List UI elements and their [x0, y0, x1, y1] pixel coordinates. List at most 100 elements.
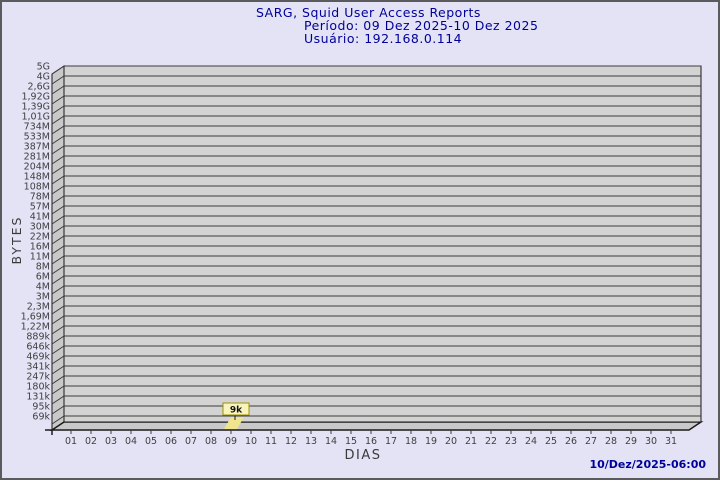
y-axis-tick-label: 1,92G	[21, 92, 50, 103]
data-bar	[224, 417, 244, 429]
x-axis-tick-label: 29	[625, 436, 637, 447]
y-axis-tick-label: 3M	[36, 292, 50, 303]
y-axis-tick-label: 5G	[37, 62, 50, 73]
y-tick-mark	[51, 235, 65, 245]
report-title: SARG, Squid User Access Reports	[256, 5, 481, 20]
plot-area	[63, 65, 702, 423]
y-tick-mark	[51, 415, 65, 425]
x-axis-tick-label: 15	[345, 436, 357, 447]
x-axis-tick-label: 18	[405, 436, 417, 447]
y-tick-mark	[51, 265, 65, 275]
x-axis-tick-label: 30	[645, 436, 657, 447]
y-axis-tick-label: 16M	[30, 242, 50, 253]
y-axis-tick-label: 22M	[30, 232, 50, 243]
y-axis-tick-label: 204M	[24, 162, 50, 173]
y-tick-mark	[51, 225, 65, 235]
y-tick-mark	[51, 105, 65, 115]
y-tick-mark	[51, 255, 65, 265]
x-axis-tick-label: 13	[305, 436, 317, 447]
y-tick-mark	[51, 365, 65, 375]
y-axis-title: BYTES	[9, 215, 24, 265]
x-axis-tick-label: 25	[545, 436, 557, 447]
y-axis-tick-label: 4G	[37, 72, 50, 83]
x-axis-tick-label: 22	[485, 436, 497, 447]
y-tick-mark	[51, 405, 65, 415]
y-tick-mark	[51, 245, 65, 255]
y-tick-mark	[51, 355, 65, 365]
report-user: Usuário: 192.168.0.114	[304, 31, 463, 46]
y-axis-tick-label: 889k	[26, 332, 50, 343]
y-axis-tick-label: 1,22M	[21, 322, 50, 333]
x-axis-tick-label: 08	[205, 436, 217, 447]
x-axis-tick-label: 17	[385, 436, 397, 447]
y-tick-mark	[51, 375, 65, 385]
y-axis-tick-label: 646k	[26, 342, 50, 353]
y-tick-mark	[51, 135, 65, 145]
y-axis-tick-label: 2,3M	[27, 302, 50, 313]
y-axis-tick-label: 95k	[32, 402, 50, 413]
y-tick-mark	[51, 115, 65, 125]
y-tick-mark	[51, 185, 65, 195]
y-axis-tick-label: 1,01G	[21, 112, 50, 123]
y-axis-tick-label: 2,6G	[28, 82, 50, 93]
y-tick-mark	[51, 65, 65, 75]
y-tick-mark	[51, 75, 65, 85]
y-tick-mark	[51, 95, 65, 105]
x-axis-tick-label: 31	[665, 436, 677, 447]
y-axis-tick-label: 180k	[26, 382, 50, 393]
x-axis-tick-label: 10	[245, 436, 257, 447]
x-axis-tick-label: 27	[585, 436, 597, 447]
y-tick-mark	[51, 155, 65, 165]
y-axis-tick-label: 6M	[36, 272, 50, 283]
x-axis-title: DIAS	[344, 448, 382, 463]
x-axis-tick-label: 26	[565, 436, 577, 447]
generation-timestamp: 10/Dez/2025-06:00	[589, 458, 706, 471]
x-axis-tick-label: 01	[65, 436, 77, 447]
x-axis-tick-label: 28	[605, 436, 617, 447]
y-axis-tick-label: 108M	[24, 182, 50, 193]
y-tick-mark	[51, 85, 65, 95]
y-tick-mark	[51, 385, 65, 395]
y-tick-mark	[51, 195, 65, 205]
x-axis-tick-label: 03	[105, 436, 117, 447]
x-axis-tick-label: 07	[185, 436, 197, 447]
y-axis-tick-label: 41M	[30, 212, 50, 223]
y-tick-mark	[51, 165, 65, 175]
x-axis-tick-label: 11	[265, 436, 277, 447]
y-tick-mark	[51, 325, 65, 335]
y-tick-mark	[51, 335, 65, 345]
y-tick-mark	[51, 395, 65, 405]
y-axis-tick-label: 247k	[26, 372, 50, 383]
y-axis-tick-label: 387M	[24, 142, 50, 153]
y-axis-tick-label: 78M	[30, 192, 50, 203]
x-axis-tick-label: 19	[425, 436, 437, 447]
y-tick-mark	[51, 315, 65, 325]
bar-value-flag	[222, 402, 250, 416]
y-axis-tick-label: 131k	[26, 392, 50, 403]
y-axis-tick-label: 341k	[26, 362, 50, 373]
y-axis-tick-label: 734M	[24, 122, 50, 133]
y-axis-tick-label: 11M	[30, 252, 50, 263]
y-axis-tick-label: 281M	[24, 152, 50, 163]
report-period: Período: 09 Dez 2025-10 Dez 2025	[304, 18, 539, 33]
x-axis-tick-label: 09	[225, 436, 237, 447]
x-axis-tick-label: 14	[325, 436, 337, 447]
y-axis-tick-label: 148M	[24, 172, 50, 183]
y-axis-tick-label: 8M	[36, 262, 50, 273]
y-tick-mark	[51, 175, 65, 185]
x-axis-tick-label: 24	[525, 436, 537, 447]
y-axis-tick-label: 69k	[32, 412, 50, 423]
bar-value-label: 9k	[230, 406, 243, 416]
y-tick-mark	[51, 305, 65, 315]
x-axis-tick-label: 06	[165, 436, 177, 447]
y-tick-mark	[51, 205, 65, 215]
x-axis-tick-label: 05	[145, 436, 157, 447]
x-axis-tick-label: 21	[465, 436, 477, 447]
y-axis-tick-label: 1,69M	[21, 312, 50, 323]
y-tick-mark	[51, 285, 65, 295]
y-tick-mark	[51, 215, 65, 225]
y-axis-tick-label: 57M	[30, 202, 50, 213]
x-axis-tick-label: 16	[365, 436, 377, 447]
